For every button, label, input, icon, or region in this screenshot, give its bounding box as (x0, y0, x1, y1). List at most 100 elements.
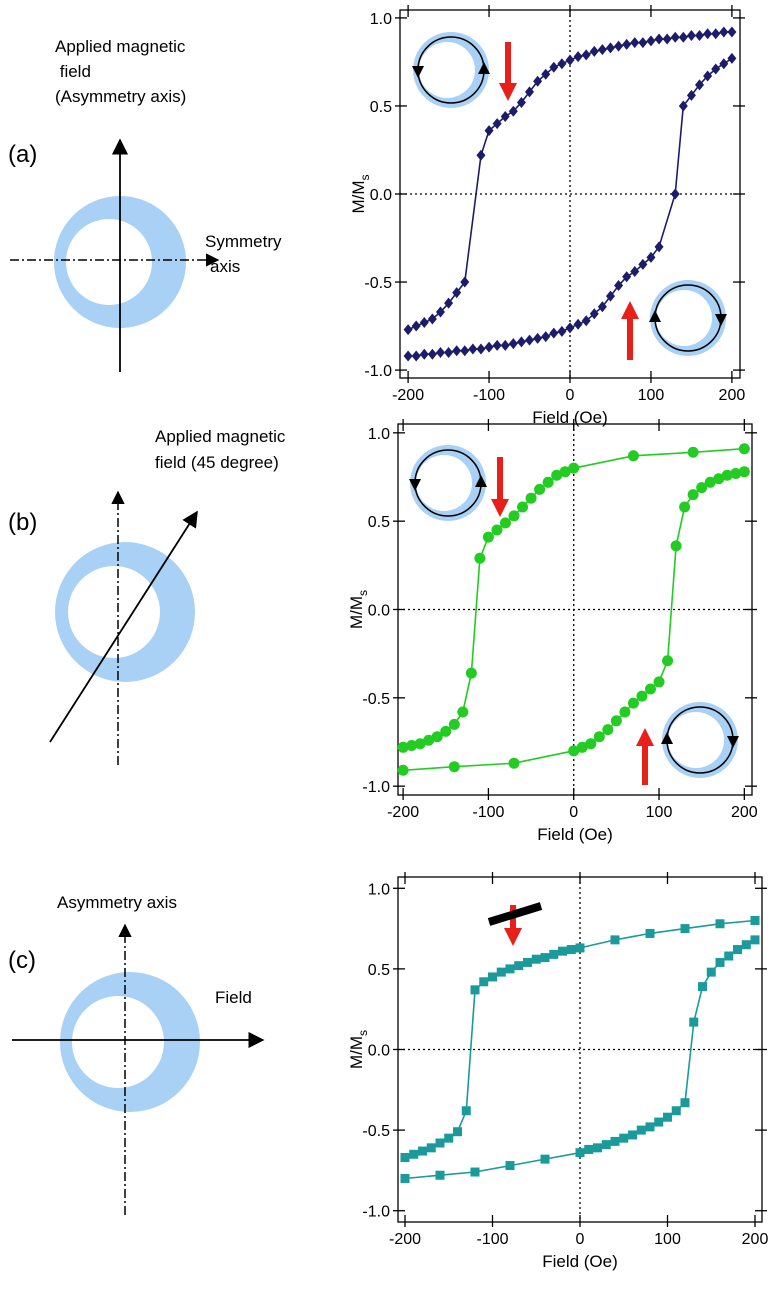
field-label: Applied magnetic (55, 37, 186, 56)
point (474, 552, 486, 564)
point (505, 964, 515, 974)
point (514, 961, 524, 971)
point (541, 68, 551, 80)
point (411, 320, 421, 332)
point (671, 1106, 681, 1116)
point (581, 49, 591, 61)
diagram-a: Applied magnetic field (Asymmetry axis) … (8, 37, 282, 372)
point (484, 341, 494, 353)
y-axis-label-sub: s (356, 1030, 370, 1036)
point (551, 469, 563, 481)
point (440, 725, 452, 737)
point (457, 706, 469, 718)
y-axis-label: M/Ms (349, 174, 372, 213)
x-tick-label: -200 (387, 804, 419, 821)
point (525, 492, 537, 504)
x-tick-label: -200 (392, 387, 424, 404)
point (670, 540, 682, 552)
y-tick-label: 0.0 (370, 187, 392, 204)
x-tick-label: 200 (731, 804, 758, 821)
point (411, 350, 421, 362)
point (638, 37, 648, 49)
point (452, 287, 462, 299)
axis-label: Symmetry (205, 232, 282, 251)
point (713, 473, 725, 485)
point (721, 469, 733, 481)
point (575, 1148, 585, 1158)
point (610, 1136, 620, 1146)
x-tick-label: -100 (473, 387, 505, 404)
point (568, 462, 580, 474)
point (479, 977, 489, 987)
x-tick-label: -200 (389, 1231, 421, 1248)
point (678, 31, 688, 43)
point (500, 111, 510, 123)
point (414, 738, 426, 750)
point (662, 655, 674, 667)
point (733, 945, 742, 955)
point (610, 935, 620, 945)
point (470, 1167, 480, 1177)
point (614, 280, 624, 292)
ring-hole (68, 566, 160, 658)
point (565, 54, 575, 66)
point (622, 271, 632, 283)
point (557, 325, 567, 337)
y-tick-label: 0.5 (368, 514, 390, 531)
point (680, 924, 690, 934)
point (540, 1154, 550, 1164)
point (597, 44, 607, 56)
point (695, 30, 705, 42)
point (750, 935, 760, 945)
point (711, 63, 721, 75)
x-tick-label: 200 (719, 387, 746, 404)
point (533, 75, 543, 87)
inset-ring (408, 444, 488, 522)
point (419, 317, 429, 329)
point (678, 100, 688, 112)
point (435, 346, 445, 358)
diagram-c: Asymmetry axis (c) Field (8, 893, 265, 1215)
point (500, 339, 510, 351)
point (565, 322, 575, 334)
point (679, 501, 691, 513)
point (719, 58, 729, 70)
y-tick-label: 1.0 (370, 11, 392, 28)
point (499, 517, 511, 529)
x-axis-label: Field (Oe) (542, 1252, 618, 1271)
point (573, 318, 583, 330)
panel-label: (b) (8, 509, 37, 536)
point (542, 476, 554, 488)
point (484, 125, 494, 137)
point (602, 724, 614, 736)
x-tick-label: 0 (569, 804, 578, 821)
y-axis-label-sub: s (356, 590, 370, 596)
x-tick-label: 0 (566, 387, 575, 404)
point (730, 467, 742, 479)
point (557, 58, 567, 70)
point (427, 313, 437, 325)
point (724, 951, 734, 961)
ring-hole (66, 219, 152, 305)
point (576, 741, 588, 753)
point (738, 466, 750, 478)
point (644, 683, 656, 695)
point (654, 33, 664, 45)
field-label: field (55, 62, 91, 81)
x-tick-label: -100 (476, 1231, 508, 1248)
field-label: Field (215, 988, 252, 1007)
y-axis-label-main: M/M (347, 1036, 366, 1069)
x-axis-label: Field (Oe) (537, 825, 613, 844)
x-tick-label: 100 (654, 1231, 681, 1248)
x-tick-label: 100 (638, 387, 665, 404)
point (397, 764, 409, 776)
point (584, 1144, 594, 1154)
point (540, 953, 550, 963)
point (461, 1106, 471, 1116)
plots: -200 -100 0 100 200 -1.0 -0.5 0.0 0.5 1.0 Field (O… (347, 5, 768, 1271)
y-tick-label: -1.0 (362, 1204, 390, 1221)
point (593, 731, 605, 743)
point (508, 757, 520, 769)
point (715, 919, 725, 929)
y-axis-label-main: M/M (347, 596, 366, 629)
